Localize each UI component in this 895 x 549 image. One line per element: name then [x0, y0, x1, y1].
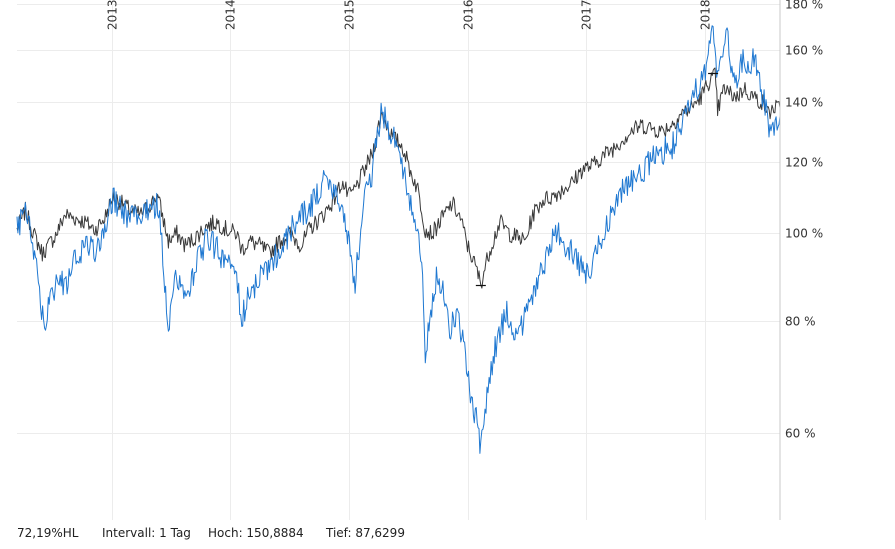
y-tick-label: 120 % — [785, 156, 823, 170]
y-tick-label: 100 % — [785, 227, 823, 241]
high-text: Hoch: 150,8884 — [208, 526, 304, 540]
chart-footer: 72,19%HL Intervall: 1 Tag Hoch: 150,8884… — [0, 520, 895, 549]
series-line-2 — [16, 25, 781, 454]
x-tick-label: 2013 — [106, 0, 120, 30]
x-tick-label: 2016 — [462, 0, 476, 30]
price-chart: 180 % 160 % 140 % 120 % 100 % 80 % 60 % 2013 201… — [16, 0, 823, 520]
x-tick-label: 2014 — [224, 0, 238, 30]
y-tick-label: 80 % — [785, 315, 816, 329]
x-tick-label: 2015 — [343, 0, 357, 30]
y-tick-label: 180 % — [785, 0, 823, 12]
x-tick-label: 2017 — [580, 0, 594, 30]
y-tick-label: 160 % — [785, 44, 823, 58]
y-tick-label: 140 % — [785, 96, 823, 110]
low-text: Tief: 87,6299 — [326, 526, 405, 540]
grid-lines — [17, 0, 780, 520]
interval-text: Intervall: 1 Tag — [102, 526, 191, 540]
axis-layer: 180 % 160 % 140 % 120 % 100 % 80 % 60 % 2013 201… — [106, 0, 823, 520]
series-layer — [16, 25, 781, 454]
marker-layer — [475, 72, 719, 287]
y-tick-label: 60 % — [785, 427, 816, 441]
range-text: 72,19%HL — [17, 526, 79, 540]
series-line-1 — [16, 67, 781, 289]
x-tick-label: 2018 — [699, 0, 713, 30]
